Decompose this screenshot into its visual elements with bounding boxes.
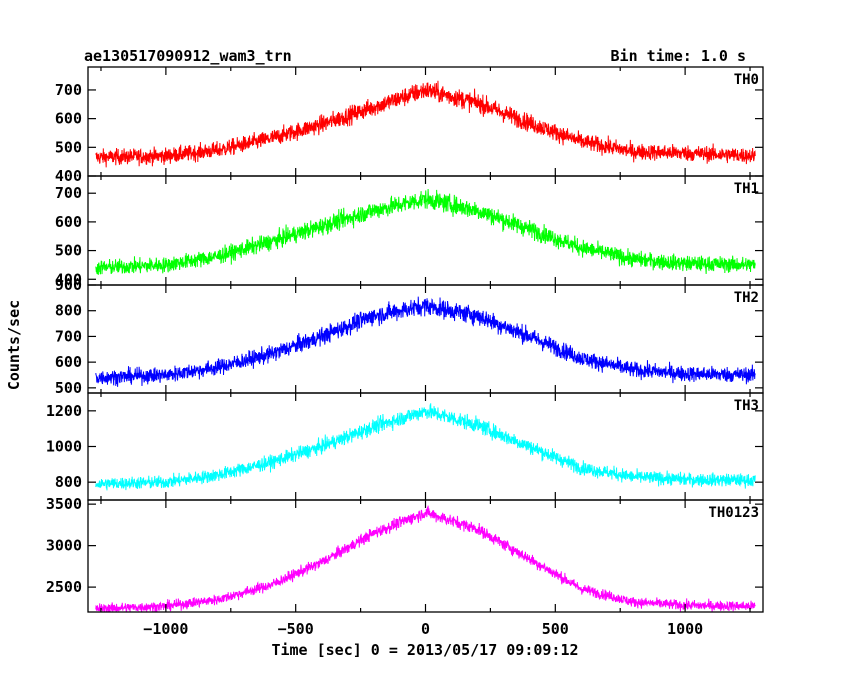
panel-th1: 400 500 600 700 TH1 (55, 175, 764, 288)
y-tick-label: 700 (55, 327, 82, 345)
panel-name-label: TH3 (734, 398, 759, 414)
x-tick-label: 500 (542, 620, 569, 638)
y-tick-label: 2500 (46, 578, 82, 596)
panel-th0123: 2500 3000 3500 TH0123 (46, 495, 764, 613)
y-tick-label: 400 (55, 270, 82, 288)
series-line-th3 (95, 403, 756, 491)
y-tick-label: 3000 (46, 537, 82, 555)
y-tick-label: 500 (55, 379, 82, 397)
x-tick-label: −500 (278, 620, 314, 638)
x-axis-label: Time [sec] 0 = 2013/05/17 09:09:12 (271, 641, 578, 659)
y-tick-label: 900 (55, 276, 82, 294)
y-tick-label: 500 (55, 242, 82, 260)
panel-name-label: TH0123 (708, 505, 759, 521)
panels-group: 400 500 600 700 TH0 400 500 600 700 TH1 500 600 700 8… (46, 66, 764, 613)
y-tick-label: 700 (55, 184, 82, 202)
series-line-th1 (95, 188, 756, 275)
panel-name-label: TH2 (734, 290, 759, 306)
series-line-th0 (95, 80, 756, 168)
x-tick-labels: −1000 −500 0 500 1000 (143, 620, 703, 638)
y-tick-label: 400 (55, 167, 82, 185)
panel-th3: 800 1000 1200 TH3 (46, 392, 764, 501)
series-line-th2 (95, 296, 756, 387)
y-tick-label: 800 (55, 302, 82, 320)
x-tick-label: 1000 (667, 620, 703, 638)
y-tick-label: 600 (55, 353, 82, 371)
x-tick-label: 0 (421, 620, 430, 638)
series-line-th0123 (95, 505, 756, 612)
y-tick-label: 800 (55, 473, 82, 491)
chart-title: ae130517090912_wam3_trn (84, 47, 292, 65)
bin-time-label: Bin time: 1.0 s (611, 47, 746, 65)
panel-th0: 400 500 600 700 TH0 (55, 66, 764, 185)
x-tick-label: −1000 (143, 620, 188, 638)
y-tick-label: 600 (55, 213, 82, 231)
panel-frame (87, 499, 764, 613)
y-tick-label: 500 (55, 138, 82, 156)
panel-frame (87, 66, 764, 177)
y-tick-label: 3500 (46, 495, 82, 513)
panel-name-label: TH1 (734, 181, 759, 197)
y-tick-label: 600 (55, 110, 82, 128)
panel-th2: 500 600 700 800 900 TH2 (55, 276, 764, 397)
y-tick-label: 1000 (46, 438, 82, 456)
y-tick-label: 1200 (46, 402, 82, 420)
y-tick-label: 700 (55, 81, 82, 99)
y-axis-label: Counts/sec (5, 300, 23, 390)
panel-name-label: TH0 (734, 72, 759, 88)
